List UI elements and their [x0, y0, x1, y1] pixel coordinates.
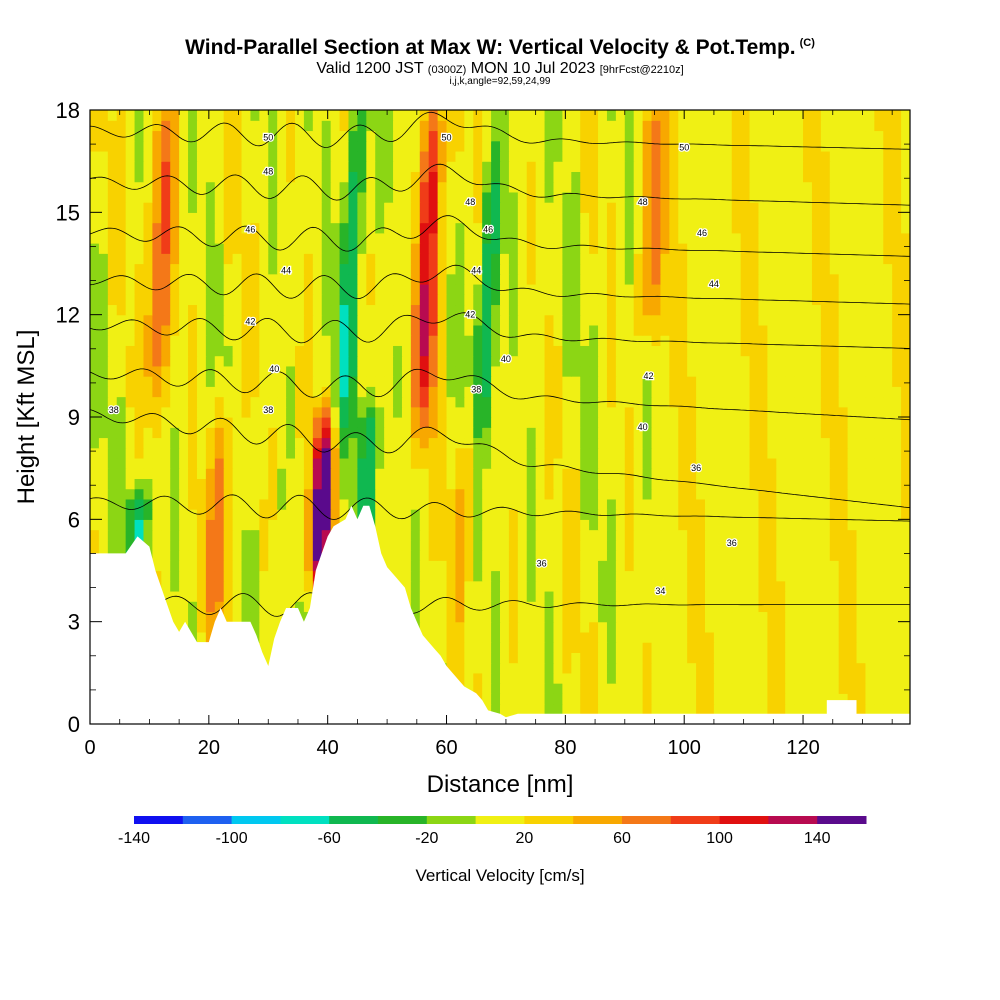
isentrope-48: [90, 163, 910, 206]
colorbar: -140 -100 -60 -20 20 60 100 140: [118, 816, 867, 847]
contour-label: 38: [471, 385, 481, 395]
colorbar-tick-label: -20: [415, 830, 438, 847]
contour-label: 50: [442, 132, 452, 142]
y-tick-label: 18: [56, 98, 80, 123]
isentrope-40: [90, 368, 910, 421]
colorbar-swatch: [719, 816, 769, 824]
contour-labels: 38 38 40 42 44 46 48 50 50 48 46 44 42 40 38 36 50 48 46 44…: [108, 131, 738, 597]
y-tick-label: 9: [68, 405, 80, 430]
colorbar-swatch: [378, 816, 428, 824]
colorbar-swatch: [573, 816, 623, 824]
x-tick-label: 100: [668, 737, 701, 759]
colorbar-swatch: [182, 816, 233, 824]
x-tick-label: 0: [84, 737, 95, 759]
colorbar-label: Vertical Velocity [cm/s]: [415, 866, 584, 885]
colorbar-tick-label: -100: [216, 830, 248, 847]
colorbar-tick-label: 20: [516, 830, 534, 847]
contour-label: 48: [263, 166, 273, 176]
x-tick-label: 20: [198, 737, 220, 759]
y-tick-label: 15: [56, 200, 80, 225]
colorbar-swatch: [231, 816, 281, 824]
colorbar-swatch: [817, 816, 867, 824]
chart-title-mark: (C): [799, 37, 815, 49]
isentrope-38: [90, 409, 910, 509]
subtitle-valid: Valid 1200 JST: [316, 60, 424, 77]
colorbar-swatch: [475, 816, 525, 824]
x-tick-label: 120: [786, 737, 819, 759]
contour-label: 38: [263, 405, 273, 415]
colorbar-swatch: [426, 816, 477, 824]
terrain-mask: [90, 505, 910, 724]
x-tick-label: 60: [435, 737, 457, 759]
colorbar-swatch: [134, 816, 184, 824]
x-axis: 0 20 40 60 80 100 120: [84, 110, 893, 759]
colorbar-swatch: [524, 816, 574, 824]
x-tick-label: 40: [317, 737, 339, 759]
isentrope-36: [90, 494, 910, 522]
contour-label: 50: [679, 143, 689, 153]
y-tick-label: 12: [56, 303, 80, 328]
x-axis-label: Distance [nm]: [427, 771, 574, 798]
contour-label: 36: [537, 559, 547, 569]
colorbar-tick-label: 60: [613, 830, 631, 847]
y-axis-label: Height [Kft MSL]: [13, 330, 40, 505]
colorbar-swatch: [768, 816, 818, 824]
chart-subtitle-indices: i,j,k,angle=92,59,24,99: [449, 76, 551, 87]
contour-label: 50: [263, 132, 273, 142]
colorbar-swatch: [622, 816, 672, 824]
contour-label: 48: [465, 197, 475, 207]
contour-label: 44: [281, 265, 291, 275]
colorbar-swatch: [329, 816, 379, 824]
chart-title-text: Wind-Parallel Section at Max W: Vertical…: [185, 36, 796, 59]
colorbar-swatch: [670, 816, 721, 824]
contour-label: 42: [465, 310, 475, 320]
contour-label: 34: [655, 586, 665, 596]
contour-label: 40: [638, 422, 648, 432]
subtitle-forecast: [9hrFcst@2210z]: [599, 64, 684, 76]
contour-label: 44: [471, 265, 481, 275]
colorbar-tick-label: -60: [318, 830, 341, 847]
contour-label: 46: [483, 224, 493, 234]
contour-label: 48: [638, 197, 648, 207]
isentrope-34: [90, 592, 910, 617]
contour-label: 46: [697, 228, 707, 238]
colorbar-swatch: [280, 816, 330, 824]
y-tick-label: 3: [68, 610, 80, 635]
colorbar-tick-label: -140: [118, 830, 150, 847]
isentrope-44: [90, 264, 910, 305]
isentrope-50: [90, 111, 910, 150]
contour-label: 38: [109, 405, 119, 415]
isentrope-46: [90, 215, 910, 257]
terrain-shape: [90, 505, 910, 724]
contour-label: 36: [727, 538, 737, 548]
colorbar-tick-label: 100: [706, 830, 733, 847]
isentrope-contours: [90, 111, 910, 617]
contour-label: 46: [245, 224, 255, 234]
subtitle-date: MON 10 Jul 2023: [470, 60, 596, 77]
contour-label: 40: [269, 364, 279, 374]
chart-subtitle: Valid 1200 JST (0300Z) MON 10 Jul 2023 […: [0, 60, 1000, 78]
isentrope-42: [90, 312, 910, 349]
y-tick-label: 0: [68, 712, 80, 737]
contour-label: 42: [245, 316, 255, 326]
contour-label: 42: [644, 371, 654, 381]
contour-label: 44: [709, 279, 719, 289]
subtitle-zulu: (0300Z): [427, 64, 467, 76]
colorbar-tick-label: 140: [804, 830, 831, 847]
contour-label: 40: [501, 354, 511, 364]
y-tick-label: 6: [68, 507, 80, 532]
contour-label: 36: [691, 463, 701, 473]
chart-title: Wind-Parallel Section at Max W: Vertical…: [0, 36, 1000, 60]
x-tick-label: 80: [554, 737, 576, 759]
